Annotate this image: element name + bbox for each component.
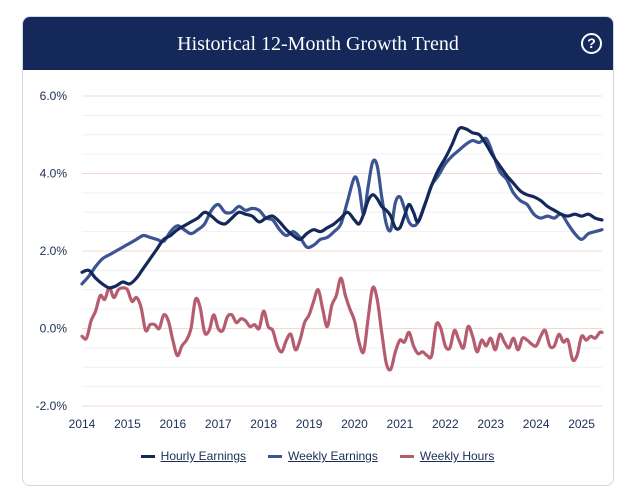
- x-tick-label: 2016: [159, 417, 186, 431]
- chart-title: Historical 12-Month Growth Trend: [177, 33, 459, 55]
- x-tick-label: 2025: [568, 417, 595, 431]
- x-tick-label: 2019: [296, 417, 323, 431]
- x-tick-label: 2023: [477, 417, 504, 431]
- help-icon[interactable]: ?: [581, 33, 602, 54]
- legend-swatch: [140, 454, 155, 458]
- legend-label: Weekly Hours: [419, 449, 495, 463]
- legend-swatch: [399, 454, 414, 458]
- x-tick-label: 2021: [387, 417, 414, 431]
- y-tick-label: 4.0%: [40, 167, 68, 181]
- y-tick-label: -2.0%: [36, 399, 68, 413]
- series-line-hourly-earnings: [80, 126, 604, 290]
- x-tick-label: 2015: [114, 417, 141, 431]
- legend-swatch: [268, 454, 283, 458]
- x-tick-label: 2022: [432, 417, 459, 431]
- legend-item-weekly-earnings[interactable]: Weekly Earnings: [268, 449, 378, 463]
- x-tick-label: 2014: [69, 417, 96, 431]
- x-tick-label: 2018: [250, 417, 277, 431]
- legend-item-weekly-hours[interactable]: Weekly Hours: [399, 449, 495, 463]
- y-tick-label: 6.0%: [40, 89, 68, 103]
- y-tick-label: 0.0%: [40, 322, 68, 336]
- y-tick-label: 2.0%: [40, 244, 68, 258]
- x-tick-label: 2017: [205, 417, 232, 431]
- series-line-weekly-earnings: [80, 136, 604, 286]
- chart-legend: Hourly Earnings Weekly Earnings Weekly H…: [0, 449, 635, 463]
- series-line-weekly-hours: [80, 276, 604, 372]
- x-tick-label: 2020: [341, 417, 368, 431]
- legend-item-hourly-earnings[interactable]: Hourly Earnings: [140, 449, 247, 463]
- legend-label: Hourly Earnings: [160, 449, 247, 463]
- card-header: Historical 12-Month Growth Trend ?: [23, 17, 613, 70]
- x-tick-label: 2024: [523, 417, 550, 431]
- legend-label: Weekly Earnings: [288, 449, 378, 463]
